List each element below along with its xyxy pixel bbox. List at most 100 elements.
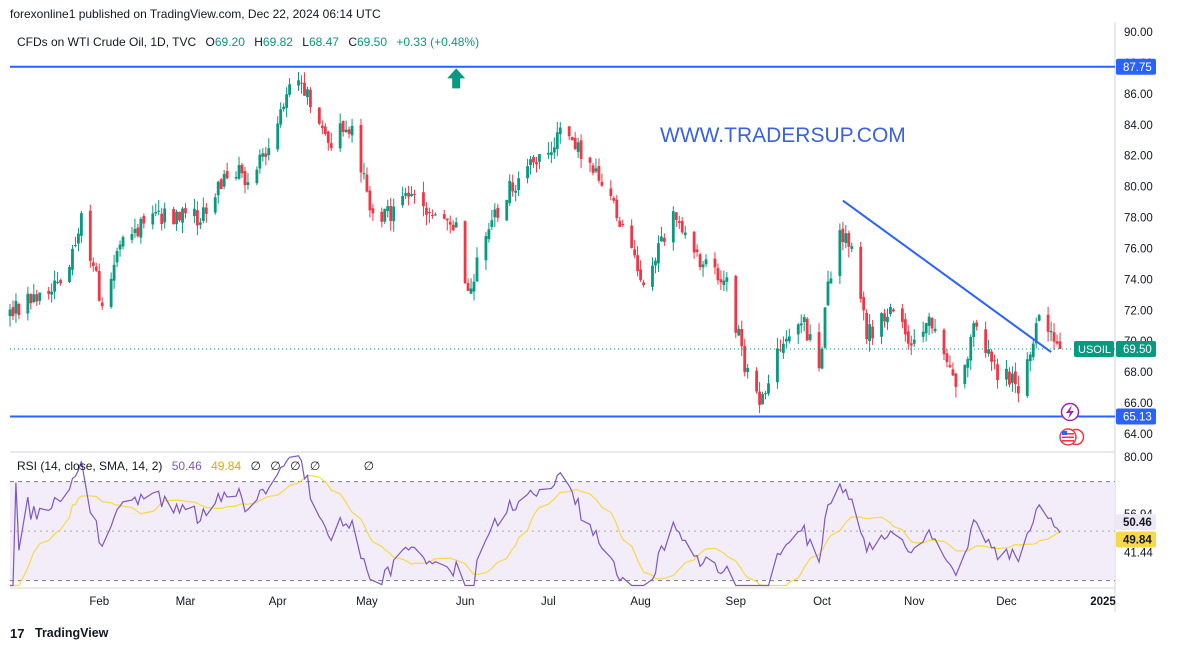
us-flag-event-icon[interactable] [1059, 428, 1085, 446]
candle [240, 162, 244, 178]
candle [285, 87, 289, 118]
candle [11, 300, 15, 321]
rsi-tick-label: 80.00 [1124, 452, 1153, 464]
candle [112, 254, 116, 289]
candle [246, 172, 250, 190]
candle [383, 208, 387, 225]
candle [657, 235, 660, 273]
candle [198, 218, 202, 230]
time-tick-label: Apr [269, 596, 287, 608]
candle [347, 126, 351, 139]
candle [829, 271, 833, 284]
candle [350, 118, 354, 143]
rsi-legend-value: 50.46 [172, 459, 202, 473]
candle [1046, 306, 1050, 342]
candle [558, 122, 562, 144]
price-tick-label: 68.00 [1124, 367, 1153, 379]
candle [621, 219, 625, 228]
price-tick-label: 84.00 [1124, 120, 1153, 132]
candle [850, 242, 854, 253]
candle [909, 335, 913, 355]
time-tick-label: Mar [176, 596, 196, 608]
candle [371, 203, 375, 222]
candle [1034, 317, 1038, 349]
open-label: O [206, 35, 215, 49]
candle [204, 202, 208, 223]
price-axis[interactable]: 90.0088.0086.0084.0082.0080.0078.0076.00… [1074, 27, 1156, 441]
candle [680, 217, 684, 235]
candle [841, 222, 845, 251]
symbol-legend[interactable]: CFDs on WTI Crude Oil, 1D, TVC O69.20 H6… [17, 35, 479, 49]
candle [26, 286, 30, 321]
candle [386, 199, 390, 218]
candle [14, 293, 18, 323]
candle [552, 137, 556, 159]
candle [746, 363, 750, 379]
time-axis[interactable]: Feb Mar Apr May Jun Jul Aug Sep Oct Nov Dec 2025 [89, 596, 1116, 608]
price-tick-label: 82.00 [1124, 151, 1153, 163]
candle [805, 317, 809, 341]
candle [448, 215, 452, 234]
last-price-label: 69.50 [1123, 344, 1152, 356]
candle [996, 358, 999, 389]
candle [32, 283, 36, 304]
candle [966, 356, 970, 378]
candle [17, 302, 21, 320]
rsi-legend[interactable]: RSI (14, close, SMA, 14, 2) 50.46 49.84 … [17, 459, 374, 473]
candle [433, 212, 437, 216]
candle [1013, 362, 1017, 393]
time-tick-label: May [356, 596, 378, 608]
candle [799, 314, 803, 334]
trendline-group[interactable] [447, 68, 1052, 353]
candle [776, 337, 779, 389]
candle [282, 103, 286, 112]
rsi-value-tag [1116, 531, 1156, 548]
candle [740, 320, 744, 357]
candle [942, 328, 946, 360]
candle [184, 203, 187, 219]
arrow-up-icon[interactable] [447, 68, 466, 89]
horizontal-levels[interactable] [10, 65, 1115, 418]
candle [764, 391, 767, 400]
candle [133, 218, 137, 238]
trendline[interactable] [842, 199, 1052, 353]
candle [56, 272, 59, 285]
candle [796, 322, 800, 345]
lightning-event-icon[interactable] [1060, 402, 1080, 422]
candle [597, 158, 601, 184]
candle [1016, 375, 1020, 403]
candle [1005, 360, 1008, 387]
candle [389, 198, 393, 231]
candle [725, 272, 729, 292]
candle [413, 189, 416, 204]
candle [445, 218, 449, 231]
candle [880, 312, 883, 345]
candle [392, 198, 396, 232]
candle [79, 210, 83, 243]
candle [889, 303, 892, 317]
candle [222, 169, 226, 190]
candle [109, 272, 113, 309]
candle [1008, 367, 1011, 388]
candle [755, 367, 759, 394]
candle [469, 278, 473, 294]
footer[interactable]: 17 TradingView [10, 625, 108, 641]
time-tick-label: Jul [541, 596, 556, 608]
candle [662, 233, 666, 246]
last-price-tag [1116, 340, 1156, 357]
candle [195, 201, 199, 236]
watermark-text: WWW.TRADERSUP.COM [660, 124, 906, 147]
candle [838, 223, 842, 284]
candle [329, 132, 333, 151]
candle [178, 211, 181, 222]
rsi-value-tag [1116, 513, 1156, 530]
candle [154, 203, 158, 217]
candle [784, 330, 788, 348]
candle [719, 270, 723, 290]
candle [475, 247, 479, 282]
candle [255, 166, 259, 186]
candle [767, 374, 770, 396]
candle [722, 270, 726, 291]
